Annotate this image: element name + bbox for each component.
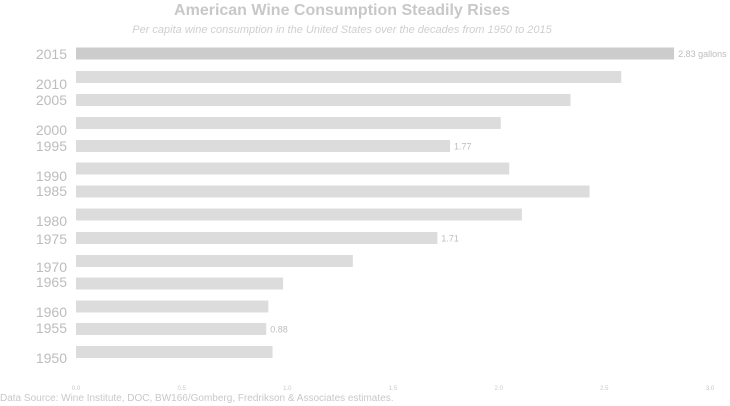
x-tick-label-1-0: 1.0 [283,386,292,392]
category-label-2015: 2015 [36,46,67,62]
data-label-2015: 2.83 gallons [678,49,727,59]
bar-1995 [76,140,451,152]
x-axis-ticks-group: 0.0 0.5 1.0 1.5 2.0 2.5 3.0 [72,386,715,392]
data-label-1975: 1.71 [441,234,459,244]
category-label-2005: 2005 [36,92,67,108]
bar-1980 [76,208,522,221]
bar-2005 [76,94,571,106]
bar-2015 [76,47,675,60]
category-labels-group: 2015201020052000199519901985198019751970… [36,46,67,366]
category-label-2000: 2000 [36,122,67,138]
bar-1950 [76,346,273,358]
bars-group [76,47,675,358]
bar-1960 [76,300,269,313]
data-label-1955: 0.88 [270,325,288,335]
chart-subtitle: Per capita wine consumption in the Unite… [132,24,552,36]
bar-1970 [76,255,353,267]
bar-2000 [76,117,501,129]
category-label-1960: 1960 [36,304,67,320]
bar-1990 [76,162,510,175]
x-tick-label-0-5: 0.5 [177,386,186,392]
category-label-1950: 1950 [36,350,67,366]
bar-1975 [76,232,438,244]
category-label-1975: 1975 [36,231,67,247]
bar-1965 [76,277,284,290]
data-labels-group: 2.83 gallons 1.77 1.71 0.88 [270,49,727,335]
x-tick-label-1-5: 1.5 [389,386,398,392]
category-label-1990: 1990 [36,168,67,184]
x-tick-label-0-0: 0.0 [72,386,81,392]
category-label-1965: 1965 [36,274,67,290]
category-label-1970: 1970 [36,259,67,275]
category-label-1995: 1995 [36,138,67,154]
category-label-2010: 2010 [36,76,67,92]
category-label-1980: 1980 [36,213,67,229]
data-label-1995: 1.77 [454,142,472,152]
bar-1985 [76,185,590,198]
category-label-1985: 1985 [36,183,67,199]
x-tick-label-2-5: 2.5 [600,386,609,392]
bar-2010 [76,71,622,83]
data-source-note: Data Source: Wine Institute, DOC, BW166/… [0,393,394,404]
x-tick-label-3-0: 3.0 [706,386,715,392]
bar-1955 [76,323,267,335]
category-label-1955: 1955 [36,320,67,336]
x-tick-label-2-0: 2.0 [494,386,503,392]
chart-title: American Wine Consumption Steadily Rises [174,2,510,19]
